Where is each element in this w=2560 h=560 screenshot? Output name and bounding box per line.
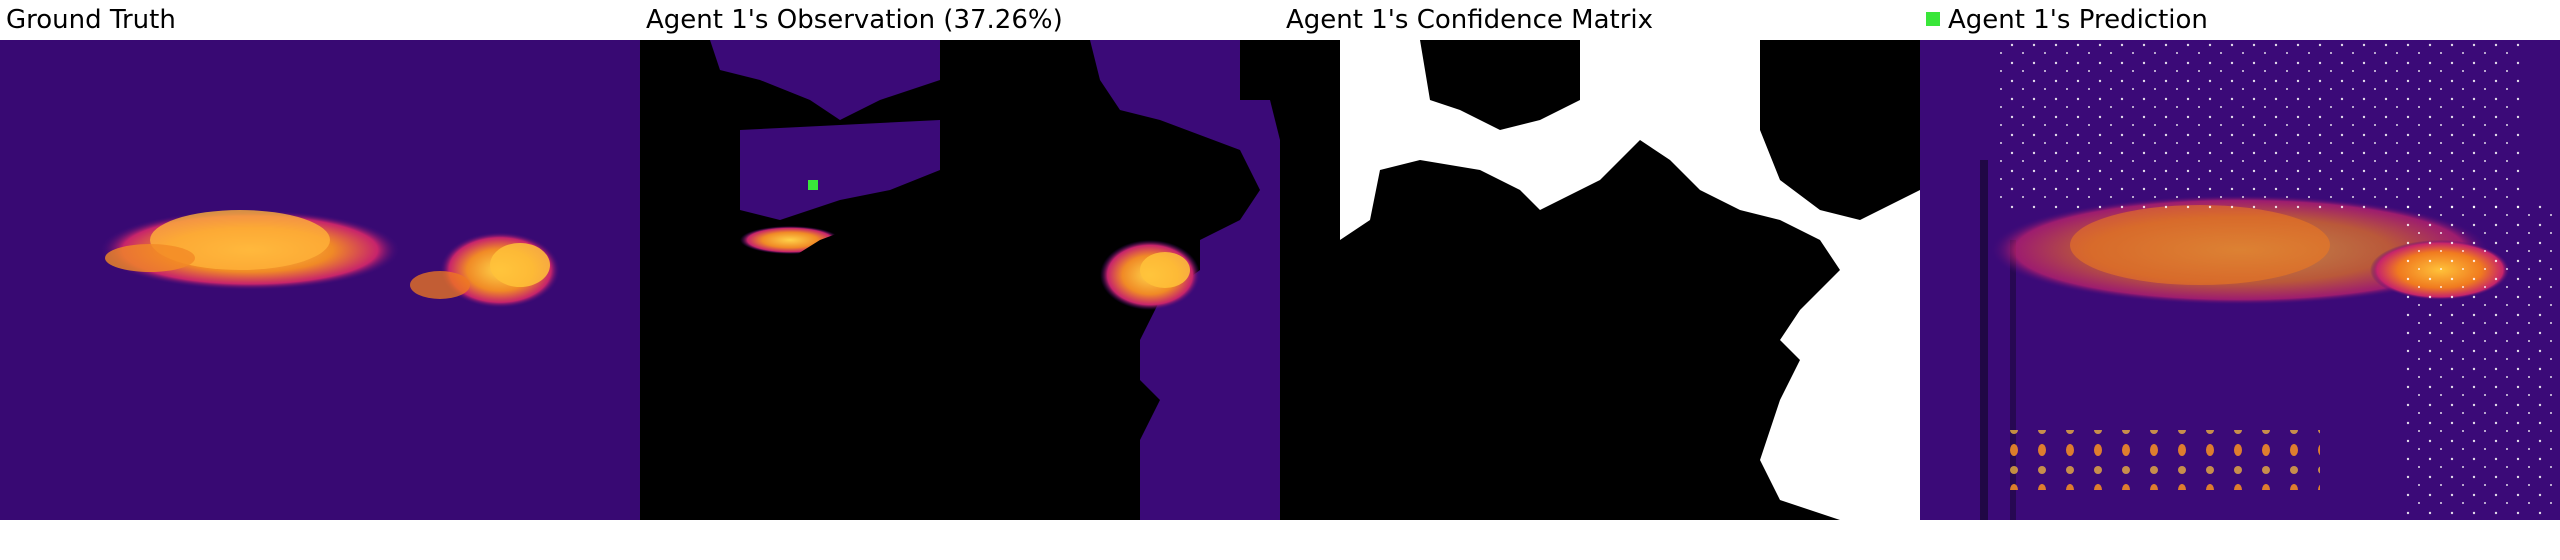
ground-truth-title: Ground Truth	[6, 5, 176, 35]
prediction-title: Agent 1's Prediction	[1926, 4, 2208, 36]
observation-title: Agent 1's Observation (37.26%)	[646, 5, 1063, 35]
observation-panel	[640, 40, 1280, 520]
ground-truth-panel	[0, 40, 640, 520]
confidence-title: Agent 1's Confidence Matrix	[1286, 5, 1654, 35]
prediction-image	[1920, 40, 2560, 520]
confidence-panel	[1280, 40, 1920, 520]
prediction-panel	[1920, 40, 2560, 520]
agent-marker-legend-icon	[1926, 12, 1940, 26]
confidence-matrix-image	[1280, 40, 1920, 520]
prediction-title-text: Agent 1's Prediction	[1948, 5, 2208, 35]
ground-truth-image	[0, 40, 640, 520]
agent-position-marker	[808, 180, 818, 190]
observation-image	[640, 40, 1280, 520]
